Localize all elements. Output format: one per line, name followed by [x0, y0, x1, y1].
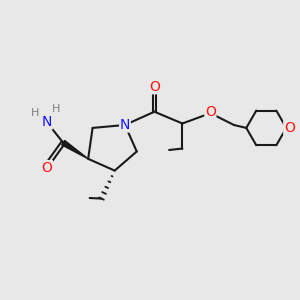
- Polygon shape: [62, 140, 88, 159]
- Text: N: N: [120, 118, 130, 132]
- Text: O: O: [205, 105, 216, 119]
- Text: N: N: [42, 115, 52, 129]
- Text: O: O: [284, 121, 295, 135]
- Text: O: O: [41, 161, 52, 175]
- Text: H: H: [52, 104, 60, 114]
- Text: H: H: [31, 108, 39, 118]
- Text: O: O: [149, 80, 160, 94]
